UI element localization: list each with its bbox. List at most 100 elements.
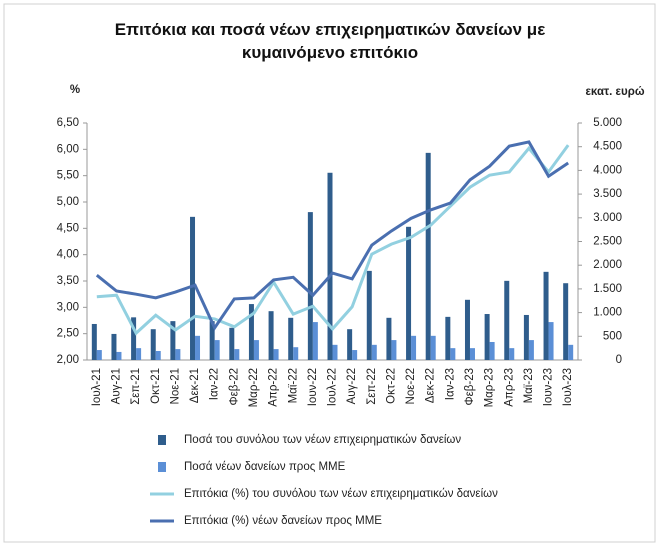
x-tick-label: Μαρ-23	[484, 368, 496, 407]
x-tick-label: Αυγ-21	[110, 368, 122, 404]
bar	[111, 333, 117, 360]
x-tick-label: Ιουν-23	[543, 368, 555, 406]
bar	[155, 350, 161, 360]
x-tick-label: Δεκ-22	[425, 368, 437, 403]
bar	[91, 323, 97, 360]
bar	[489, 341, 495, 360]
y2-tick-label: 2.000	[593, 259, 622, 271]
x-tick-label: Φεβ-22	[228, 368, 240, 406]
y2-tick-label: 4.000	[593, 164, 622, 176]
bar	[347, 329, 353, 360]
x-tick-label: Οκτ-22	[385, 368, 397, 404]
bar	[312, 322, 318, 360]
y2-tick-label: 4.500	[593, 141, 622, 153]
y2-tick-label: 500	[603, 330, 622, 342]
bar	[253, 340, 259, 360]
legend-label: Ποσά του συνόλου των νέων επιχειρηματικώ…	[184, 434, 461, 446]
bar	[366, 270, 372, 360]
bar	[190, 216, 196, 360]
bar	[469, 348, 475, 360]
x-tick-label: Ιουλ-22	[327, 368, 339, 406]
bar	[214, 340, 220, 360]
line	[95, 140, 570, 331]
legend-label: Ποσά νέων δανείων προς ΜΜΕ	[184, 461, 346, 473]
x-tick-label: Απρ-22	[268, 368, 280, 407]
bar	[568, 344, 574, 360]
x-tick-label: Ιαν-22	[209, 368, 221, 400]
bar	[484, 314, 490, 360]
chart-title: Επιτόκια και ποσά νέων επιχειρηματικών δ…	[114, 20, 546, 62]
bar	[371, 344, 377, 360]
y-tick-label: 2,00	[57, 354, 79, 366]
bar	[288, 317, 294, 360]
bar	[523, 314, 529, 360]
bar	[268, 311, 274, 360]
y2-tick-label: 1.500	[593, 283, 622, 295]
y-tick-label: 4,50	[57, 222, 79, 234]
y2-axis-title: εκατ. ευρώ	[585, 86, 644, 98]
bar	[411, 335, 417, 360]
x-tick-label: Οκτ-21	[150, 368, 162, 404]
bar	[273, 349, 279, 360]
bar	[175, 349, 181, 360]
bar	[96, 350, 102, 360]
bar	[563, 283, 569, 360]
bar	[543, 271, 549, 360]
y-axis-title: %	[70, 84, 80, 96]
line	[96, 144, 570, 336]
y-tick-label: 2,50	[57, 328, 79, 340]
x-tick-label: Μαϊ-22	[287, 368, 299, 403]
bar	[150, 329, 156, 360]
bar	[464, 299, 470, 360]
y-tick-label: 6,00	[57, 143, 79, 155]
x-tick-label: Ιουν-22	[307, 368, 319, 406]
legend-label: Επιτόκια (%) νέων δανείων προς ΜΜΕ	[184, 515, 382, 527]
x-tick-label: Νοε-21	[169, 368, 181, 404]
x-tick-label: Ιαν-23	[444, 368, 456, 400]
x-tick-label: Δεκ-21	[189, 368, 201, 403]
bar	[234, 349, 240, 360]
bar	[425, 152, 431, 360]
bar	[352, 350, 358, 360]
bar	[229, 327, 235, 360]
bar	[450, 348, 456, 360]
y2-tick-label: 0	[616, 354, 622, 366]
bar	[445, 316, 451, 360]
x-tick-label: Σεπ-22	[366, 368, 378, 405]
x-tick-label: Αυγ-22	[346, 368, 358, 404]
x-tick-label: Σεπ-21	[130, 368, 142, 405]
x-tick-label: Μαϊ-23	[523, 368, 535, 403]
bar	[131, 317, 137, 360]
bar	[209, 321, 215, 360]
y-tick-label: 5,00	[57, 196, 79, 208]
bar	[248, 304, 254, 360]
x-tick-label: Απρ-23	[503, 368, 515, 407]
bar	[293, 347, 299, 360]
legend-swatch	[158, 435, 166, 445]
y2-tick-label: 2.500	[593, 236, 622, 248]
chart-frame	[3, 3, 656, 543]
legend-label: Επιτόκια (%) του συνόλου των νέων επιχει…	[184, 488, 498, 500]
bar	[430, 335, 436, 360]
bar	[332, 344, 338, 360]
bar	[504, 280, 510, 360]
bar	[170, 321, 176, 360]
bar	[391, 340, 397, 360]
y-tick-label: 5,50	[57, 170, 79, 182]
bar	[406, 226, 412, 360]
y-tick-label: 3,00	[57, 301, 79, 313]
y2-tick-label: 1.000	[593, 307, 622, 319]
y2-tick-label: 3.000	[593, 212, 622, 224]
bar	[116, 351, 122, 360]
bar	[136, 348, 142, 360]
bar	[386, 317, 392, 360]
x-tick-label: Ιουλ-21	[91, 368, 103, 406]
x-tick-label: Μαρ-22	[248, 368, 260, 407]
bar	[548, 322, 554, 360]
x-tick-label: Ιουλ-23	[562, 368, 574, 406]
y2-tick-label: 3.500	[593, 188, 622, 200]
bar	[528, 340, 534, 360]
bar	[195, 335, 201, 360]
